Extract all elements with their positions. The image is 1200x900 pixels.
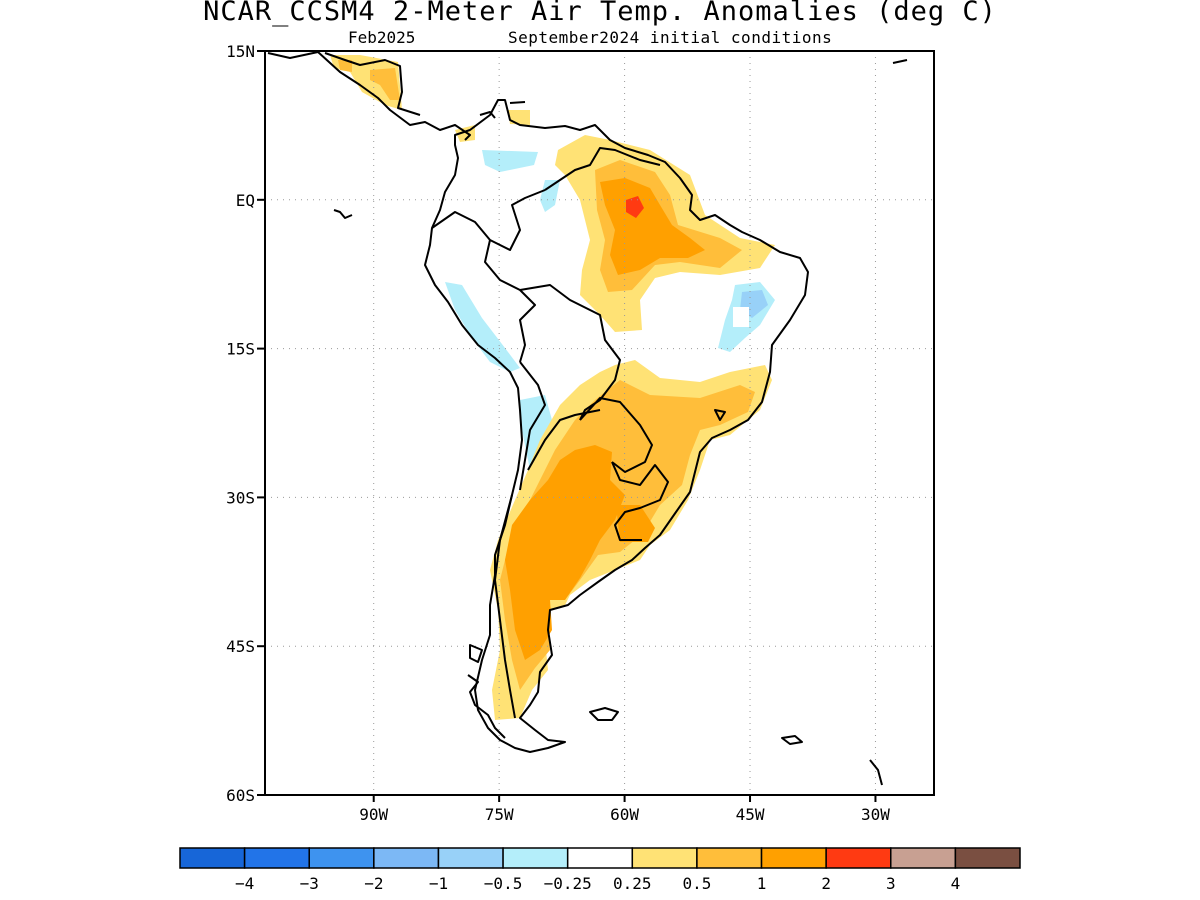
colorbar-label: 0.25 [613, 874, 652, 893]
colorbar-label: −2 [364, 874, 383, 893]
colorbar-label: 3 [886, 874, 896, 893]
plot-frame [264, 50, 935, 796]
colorbar-swatch [890, 847, 957, 869]
map-title: NCAR_CCSM4 2-Meter Air Temp. Anomalies (… [203, 0, 997, 27]
grid-lines [265, 51, 934, 795]
colorbar-label: −0.5 [484, 874, 523, 893]
lat-tick-label: 15S [226, 340, 255, 359]
colorbar-swatch [373, 847, 440, 869]
lat-tick-label: 45S [226, 637, 255, 656]
colorbar-swatch [502, 847, 569, 869]
lat-tick-label: 60S [226, 786, 255, 805]
lat-tick-label: 15N [226, 42, 255, 61]
colorbar-swatch [243, 847, 310, 869]
lat-tick-label: EQ [236, 191, 255, 210]
colorbar-swatch [696, 847, 763, 869]
colorbar-swatch [566, 847, 634, 869]
lat-tick-label: 30S [226, 488, 255, 507]
colorbar-swatch [760, 847, 827, 869]
valid-month-label: Feb2025 [348, 28, 416, 47]
lon-tick-label: 60W [610, 805, 639, 824]
colorbar-swatch [825, 847, 892, 869]
lon-tick-label: 90W [359, 805, 388, 824]
colorbar-label: 0.5 [682, 874, 711, 893]
initial-conditions-label: September2024 initial conditions [508, 28, 833, 47]
lon-tick-label: 30W [861, 805, 890, 824]
colorbar-swatch [631, 847, 698, 869]
colorbar-label: 1 [757, 874, 767, 893]
axis-ticks: 15N EQ 15S 30S 45S 60S 90W 75W 60W 45W 30W [226, 42, 890, 824]
lon-tick-label: 45W [736, 805, 765, 824]
lon-tick-label: 75W [485, 805, 514, 824]
colorbar-label: −4 [235, 874, 254, 893]
colorbar-label: −0.25 [544, 874, 592, 893]
colorbar-label: −1 [429, 874, 448, 893]
colorbar-swatch [308, 847, 375, 869]
colorbar-swatch [954, 847, 1021, 869]
colorbar-swatch [437, 847, 504, 869]
colorbar: −4 −3 −2 −1 −0.5 −0.25 0.25 0.5 1 2 3 4 [179, 847, 1021, 893]
colorbar-label: 2 [821, 874, 831, 893]
colorbar-label: 4 [951, 874, 961, 893]
colorbar-swatch [179, 847, 246, 869]
colorbar-label: −3 [300, 874, 319, 893]
